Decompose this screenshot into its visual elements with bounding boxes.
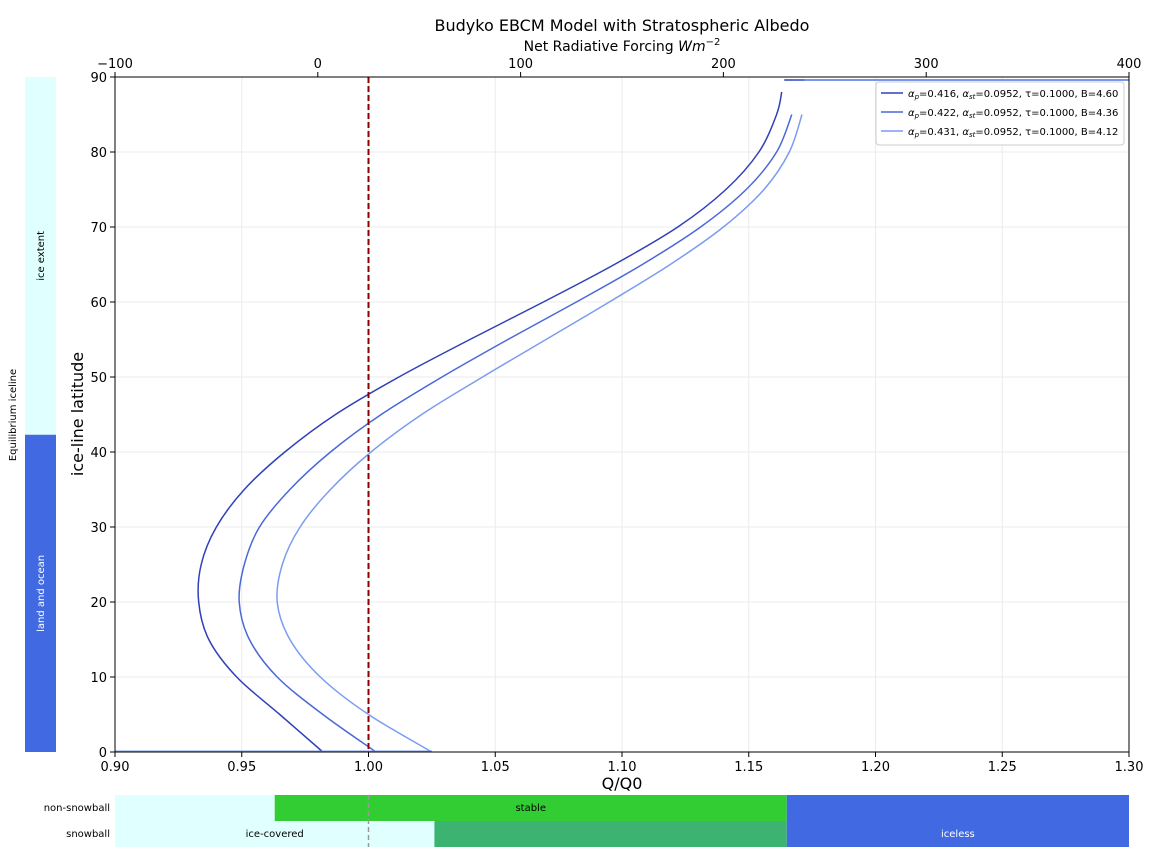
legend-label-3: αp=0.431, αst=0.0952, τ=0.1000, B=4.12 [908,127,1118,139]
top-axis-label: Net Radiative Forcing Wm−2 [524,37,721,55]
legend-label-1: αp=0.416, αst=0.0952, τ=0.1000, B=4.60 [908,89,1118,101]
left-bar-ice-extent-label: ice extent [36,231,47,281]
left-bar-ice-extent-segment [25,77,56,435]
plot-area: 0.90 0.95 1.00 1.05 1.10 1.15 1.20 1.25 1.30 0 10… [90,57,1143,775]
x-tick-label: 0.95 [227,760,256,775]
bottom-x-ticks: 0.90 0.95 1.00 1.05 1.10 1.15 1.20 1.25 1.30 [101,752,1144,775]
regime-segment [274,795,787,821]
y-tick-label: 40 [90,446,107,461]
y-ticks: 0 10 20 30 40 50 60 70 80 90 [90,71,115,761]
regime-segment [115,821,435,847]
x-tick-label: 1.25 [988,760,1017,775]
regime-row-label: non-snowball [44,803,110,814]
top-axis-label-unit-exponent: −2 [706,37,721,48]
x-tick-label: 1.10 [608,760,637,775]
regime-bar: non-snowball stable snowball ice-covered ice… [44,795,1129,847]
y-tick-label: 70 [90,221,107,236]
x-tick-label: 1.15 [734,760,763,775]
top-x-ticks: −100 0 100 200 300 400 [97,57,1141,77]
series-line-2 [238,114,793,753]
x-axis-label: Q/Q0 [602,774,643,793]
top-x-tick-label: 100 [508,57,533,72]
regime-segment [434,821,787,847]
legend-label-2: αp=0.422, αst=0.0952, τ=0.1000, B=4.36 [908,108,1118,120]
x-tick-label: 1.20 [861,760,890,775]
left-bar-title: Equilibrium iceline [8,369,19,461]
legend-box [875,81,1125,146]
series-line-1 [197,91,783,753]
y-tick-label: 20 [90,596,107,611]
regime-segment [115,795,275,821]
y-tick-label: 90 [90,71,107,86]
left-iceline-bar: ice extent land and ocean [25,77,56,752]
series-line-3 [276,114,803,753]
regime-segment-label: ice-covered [246,829,304,840]
regime-segment [786,795,1129,821]
y-tick-label: 0 [99,746,107,761]
y-tick-label: 80 [90,146,107,161]
x-tick-label: 1.00 [354,760,383,775]
legend: αp=0.416, αst=0.0952, τ=0.1000, B=4.60 αp… [875,81,1125,146]
chart-title: Budyko EBCM Model with Stratospheric Alb… [435,16,810,35]
regime-segment-label: stable [515,803,546,814]
y-tick-label: 50 [90,371,107,386]
top-x-tick-label: 200 [711,57,736,72]
top-axis-label-unit: Wm [678,39,705,55]
grid-lines [114,76,1130,753]
y-tick-label: 60 [90,296,107,311]
top-x-tick-label: 0 [314,57,322,72]
left-bar-land-ocean-segment [25,434,56,752]
top-axis-label-text: Net Radiative Forcing [524,39,674,55]
y-tick-label: 30 [90,521,107,536]
y-tick-label: 10 [90,671,107,686]
top-x-tick-label: 400 [1117,57,1142,72]
regime-row-label: snowball [66,829,110,840]
top-x-tick-label: −100 [97,57,133,72]
y-axis-label: ice-line latitude [68,352,87,476]
left-bar-land-ocean-label: land and ocean [36,555,47,632]
regime-segment [786,821,1129,847]
top-x-tick-label: 300 [914,57,939,72]
regime-segment-label: iceless [941,829,975,840]
x-tick-label: 1.30 [1115,760,1144,775]
x-tick-label: 0.90 [101,760,130,775]
x-tick-label: 1.05 [481,760,510,775]
